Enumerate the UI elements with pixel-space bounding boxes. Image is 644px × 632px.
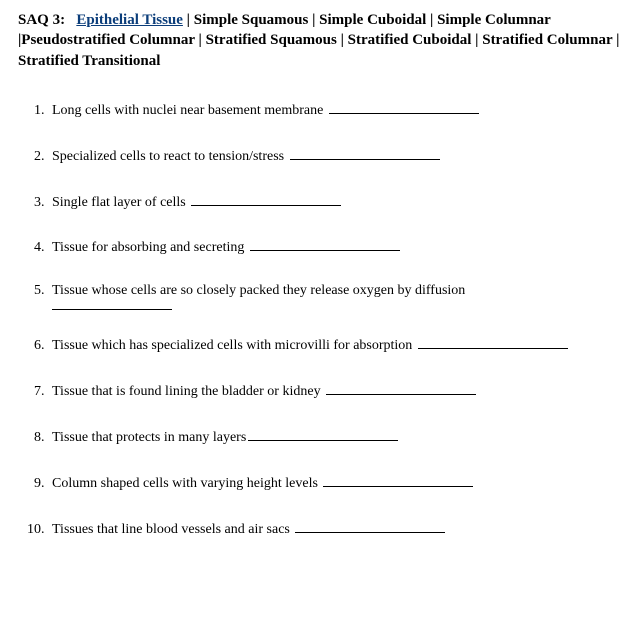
question-item: Single flat layer of cells — [48, 191, 626, 213]
header-label: SAQ 3: — [18, 12, 65, 28]
question-text: Single flat layer of cells — [52, 195, 189, 210]
answer-blank[interactable] — [418, 334, 568, 349]
question-item: Tissues that line blood vessels and air … — [48, 518, 626, 540]
question-item: Specialized cells to react to tension/st… — [48, 145, 626, 167]
question-item: Tissue which has specialized cells with … — [48, 334, 626, 356]
answer-blank[interactable] — [290, 145, 440, 160]
question-list: Long cells with nuclei near basement mem… — [26, 99, 626, 540]
worksheet-page: { "header": { "label": "SAQ 3:", "topic"… — [0, 0, 644, 558]
question-text: Long cells with nuclei near basement mem… — [52, 103, 327, 118]
worksheet-header: SAQ 3: Epithelial Tissue | Simple Squamo… — [18, 10, 626, 71]
answer-blank[interactable] — [329, 99, 479, 114]
answer-blank[interactable] — [191, 191, 341, 206]
answer-blank[interactable] — [52, 309, 172, 310]
answer-blank[interactable] — [323, 472, 473, 487]
question-text: Tissue that is found lining the bladder … — [52, 384, 324, 399]
answer-blank[interactable] — [295, 518, 445, 533]
answer-blank[interactable] — [326, 380, 476, 395]
question-item: Tissue that protects in many layers — [48, 426, 626, 448]
question-item: Tissue whose cells are so closely packed… — [48, 282, 626, 310]
question-text: Specialized cells to react to tension/st… — [52, 149, 288, 164]
header-topic: Epithelial Tissue — [76, 12, 183, 28]
question-item: Column shaped cells with varying height … — [48, 472, 626, 494]
question-text: Tissue for absorbing and secreting — [52, 240, 248, 255]
question-text: Tissues that line blood vessels and air … — [52, 522, 293, 537]
answer-blank[interactable] — [248, 426, 398, 441]
answer-blank[interactable] — [250, 236, 400, 251]
question-text: Tissue which has specialized cells with … — [52, 338, 416, 353]
question-item: Long cells with nuclei near basement mem… — [48, 99, 626, 121]
question-text: Tissue that protects in many layers — [52, 430, 246, 445]
question-text: Tissue whose cells are so closely packed… — [52, 283, 465, 298]
question-item: Tissue for absorbing and secreting — [48, 236, 626, 258]
question-item: Tissue that is found lining the bladder … — [48, 380, 626, 402]
question-text: Column shaped cells with varying height … — [52, 476, 321, 491]
